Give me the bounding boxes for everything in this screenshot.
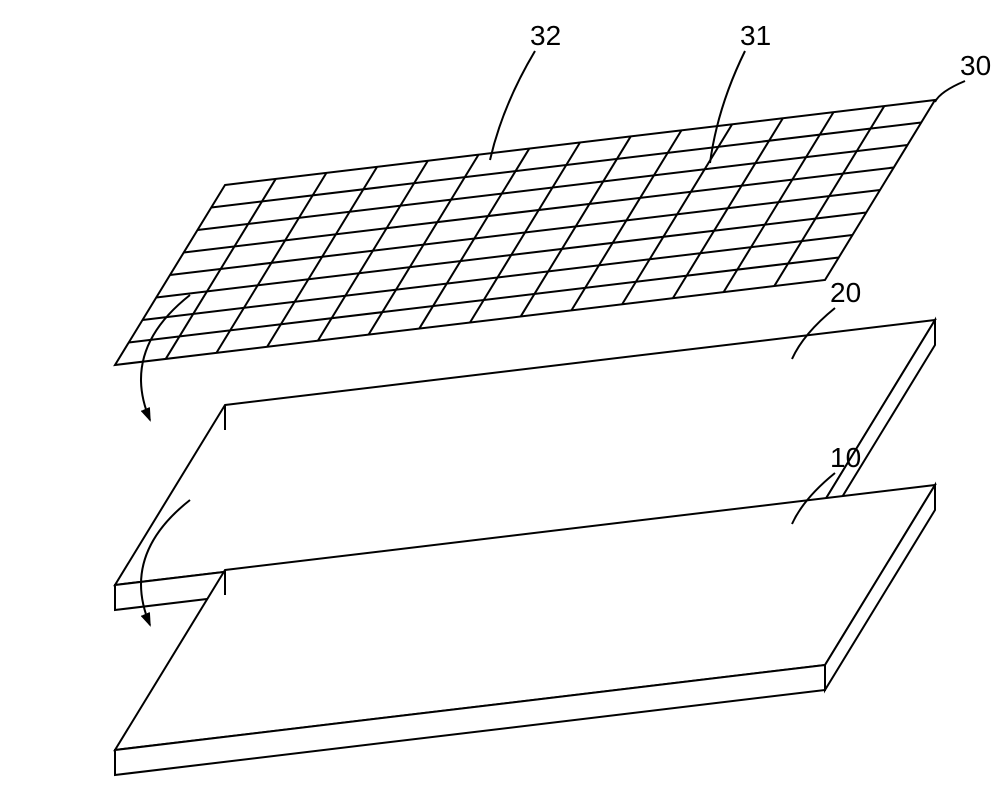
label-l31-text: 31 [740,20,771,51]
label-l30-text: 30 [960,50,991,81]
label-l20-text: 20 [830,277,861,308]
label-l32-text: 32 [530,20,561,51]
label-l10-text: 10 [830,442,861,473]
label-l32: 32 [490,20,561,160]
grid-layer [115,100,935,365]
label-l30: 30 [935,50,991,102]
